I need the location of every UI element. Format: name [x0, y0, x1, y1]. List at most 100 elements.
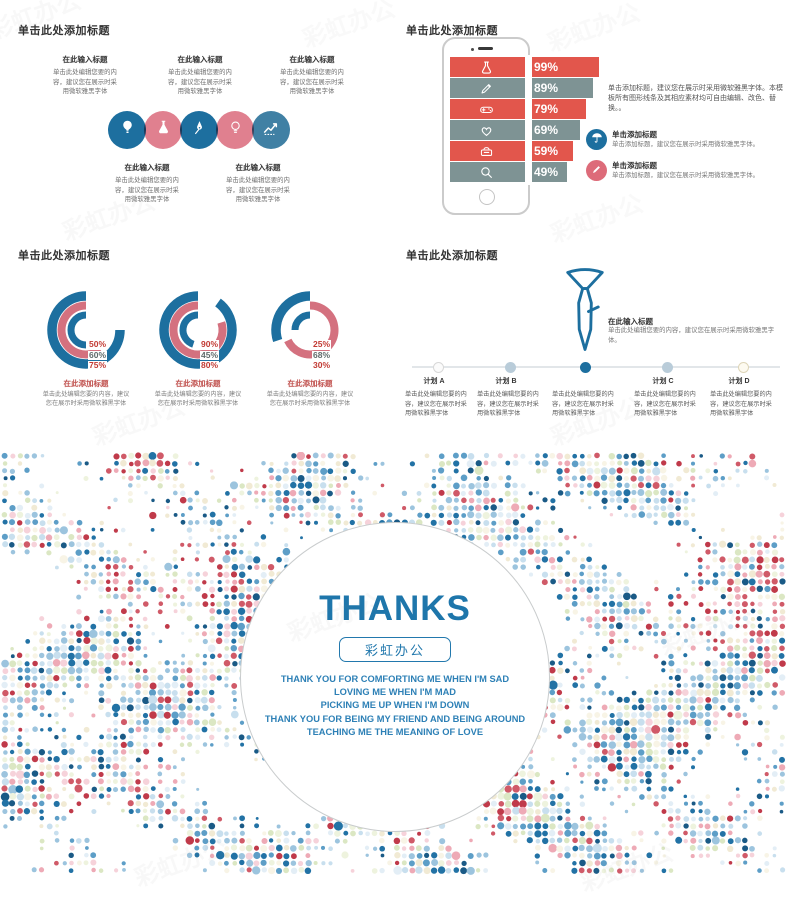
feature-bullet: [586, 129, 607, 150]
slide-thanks[interactable]: THANKS 彩虹办公 THANK YOU FOR COMFORTING ME …: [0, 452, 792, 880]
process-step-circle: [144, 111, 182, 149]
balloon-icon: [119, 119, 136, 141]
timeline-node: [661, 361, 673, 373]
timeline-body: 单击此处编辑您要的内容，建议您在展示时采用微软雅黑字体: [405, 391, 467, 418]
toaster-icon: [479, 144, 494, 164]
thanks-circle: THANKS 彩虹办公 THANK YOU FOR COMFORTING ME …: [240, 522, 550, 832]
timeline-node: [737, 361, 749, 373]
slide-process[interactable]: 单击此处添加标题 在此输入标题 单击此处编辑您要的内容，建议您在展示时采用微软雅…: [0, 0, 396, 230]
donut-value: 68%: [312, 349, 332, 361]
bar-value: 69%: [534, 123, 559, 137]
timeline-label: 计划 B: [495, 378, 517, 385]
process-step-circle: [216, 111, 254, 149]
donut-arc-inner: [291, 311, 311, 331]
phone-bezel-cover: [525, 55, 532, 185]
thanks-line: THANK YOU FOR COMFORTING ME WHEN I'M SAD: [280, 674, 510, 684]
timeline-label: 计划 A: [423, 378, 445, 385]
donut-arc-inner: [179, 311, 199, 348]
donut-arc-outer: [47, 291, 125, 369]
feature-body: 单击添加标题，建议您在展示时采用微软雅黑字体。: [612, 141, 759, 148]
slide-title: 单击此处添加标题: [406, 250, 498, 263]
item-heading: 在此输入标题: [124, 163, 170, 172]
timeline-node: [504, 361, 516, 373]
donut-value: 25%: [312, 339, 332, 350]
donut-arc-middle: [169, 301, 227, 359]
pen-nib-icon: [191, 119, 208, 141]
phone-camera-dot: [471, 48, 474, 51]
dot-pattern: [0, 452, 786, 875]
item-body: 单击此处编辑您要的内容，建议您在展示时采用微软雅黑字体: [168, 69, 232, 96]
thanks-line: PICKING ME UP WHEN I'M DOWN: [320, 700, 470, 711]
donut-chart: [47, 291, 125, 369]
pencil-icon: [591, 162, 602, 180]
donut-value: 75%: [88, 360, 108, 371]
slide-phone-chart[interactable]: 单击此处添加标题 99% 89% 79% 69% 59% 49% 单击添加标题，…: [396, 0, 792, 230]
pencil-icon: [479, 81, 494, 101]
timeline-body: 单击此处编辑您要的内容，建议您在展示时采用微软雅黑字体: [552, 391, 614, 418]
bar-value: 49%: [534, 165, 559, 179]
timeline-body: 单击此处编辑您要的内容，建议您在展示时采用微软雅黑字体: [477, 391, 539, 418]
slide-title: 单击此处添加标题: [18, 250, 110, 263]
timeline-node-active: [579, 361, 591, 373]
thanks-word: THANKS: [319, 589, 471, 628]
donut-chart: [159, 291, 237, 369]
slide-donut-charts[interactable]: 单击此处添加标题 50% 60% 75% 在此添加标题 单击此处编辑您要的内容，…: [0, 230, 396, 430]
bulb-icon: [227, 119, 244, 141]
umbrella-icon: [591, 131, 603, 149]
feature-heading: 单击添加标题: [612, 161, 657, 170]
item-body: 单击此处编辑您要的内容，建议您在展示时采用微软雅黑字体: [280, 69, 344, 96]
feature-body: 单击添加标题，建议您在展示时采用微软雅黑字体。: [612, 172, 759, 179]
thanks-line: LOVING ME WHEN I'M MAD: [333, 687, 456, 698]
gamepad-icon: [479, 102, 494, 122]
process-step-circle: [180, 111, 218, 149]
slide-timeline[interactable]: 单击此处添加标题 在此输入标题 单击此处编辑您要的内容，建议您在展示时采用微软雅…: [396, 230, 792, 430]
donut-value: 60%: [88, 349, 108, 361]
donut-body: 单击此处编辑您要的内容，建议您在展示时采用微软雅黑字体: [266, 391, 354, 408]
bar-row: 49%: [450, 162, 567, 182]
feature-bullet: [586, 160, 607, 181]
item-heading: 在此输入标题: [289, 55, 335, 64]
bar-row: 59%: [450, 141, 574, 164]
thanks-lines: THANK YOU FOR COMFORTING ME WHEN I'M SAD…: [265, 673, 525, 739]
donut-value: 30%: [312, 360, 332, 371]
tie-heading: 在此输入标题: [608, 317, 653, 326]
bar-row: 79%: [450, 99, 587, 122]
timeline-label: 计划 C: [652, 378, 674, 385]
search-icon: [479, 165, 494, 185]
phone-home-button: [479, 189, 495, 205]
donut-value: 45%: [200, 349, 220, 361]
item-heading: 在此输入标题: [235, 163, 281, 172]
flask-icon: [155, 119, 172, 141]
bar-row: 89%: [450, 78, 593, 98]
heart-icon: [479, 123, 494, 143]
item-heading: 在此输入标题: [62, 55, 108, 64]
timeline-body: 单击此处编辑您要的内容，建议您在展示时采用微软雅黑字体: [634, 391, 696, 418]
phone-speaker: [478, 47, 493, 50]
slide-title: 单击此处添加标题: [18, 25, 110, 38]
item-body: 单击此处编辑您要的内容，建议您在展示时采用微软雅黑字体: [226, 177, 290, 204]
donut-body: 单击此处编辑您要的内容，建议您在展示时采用微软雅黑字体: [154, 391, 242, 408]
donut-caption: 在此添加标题: [287, 379, 333, 388]
timeline-label: 计划 D: [728, 378, 750, 385]
bar-value: 59%: [534, 144, 559, 158]
donut-arc-inner: [67, 311, 87, 349]
process-item: 在此输入标题 单击此处编辑您要的内容，建议您在展示时采用微软雅黑字体: [52, 54, 118, 97]
bar-value: 79%: [534, 102, 559, 116]
thanks-line: THANK YOU FOR BEING MY FRIEND AND BEING …: [264, 713, 526, 724]
donut-chart: [271, 291, 339, 359]
process-item: 在此输入标题 单击此处编辑您要的内容，建议您在展示时采用微软雅黑字体: [279, 54, 345, 97]
item-heading: 在此输入标题: [177, 55, 223, 64]
flask-icon: [479, 60, 494, 80]
timeline-body: 单击此处编辑您要的内容，建议您在展示时采用微软雅黑字体: [710, 391, 772, 418]
bar-row: 69%: [450, 120, 580, 140]
chart-up-icon: [262, 119, 280, 142]
item-body: 单击此处编辑您要的内容，建议您在展示时采用微软雅黑字体: [115, 177, 179, 204]
donut-caption: 在此添加标题: [175, 379, 221, 388]
process-item: 在此输入标题 单击此处编辑您要的内容，建议您在展示时采用微软雅黑字体: [167, 54, 233, 97]
process-step-circle: [252, 111, 290, 149]
donut-arc-outer: [159, 291, 237, 369]
bar-value: 99%: [534, 60, 559, 74]
donut-arc-outer: [271, 291, 311, 342]
side-paragraph: 单击添加标题，建议您在展示时采用微软雅黑字体。本模板所有图形线条及其相应素材均可…: [608, 85, 783, 113]
